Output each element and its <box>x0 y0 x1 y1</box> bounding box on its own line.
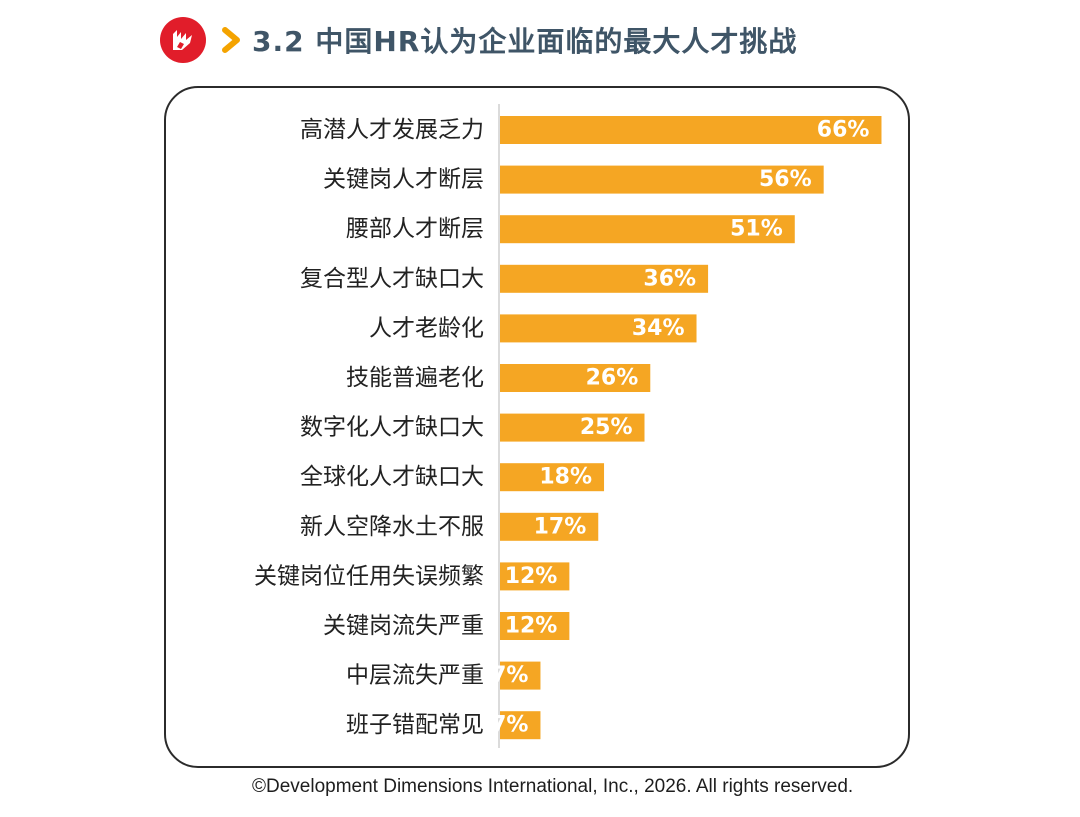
data-label: 66% <box>817 118 870 143</box>
chevron-right-icon <box>222 27 240 53</box>
category-label: 数字化人才缺口大 <box>300 415 484 441</box>
data-label: 25% <box>580 415 633 440</box>
bar <box>500 413 645 442</box>
bar <box>500 463 605 492</box>
category-label: 技能普遍老化 <box>346 365 484 391</box>
category-label: 关键岗位任用失误频繁 <box>254 563 484 589</box>
category-label: 复合型人才缺口大 <box>300 266 484 292</box>
bar <box>500 215 795 244</box>
bar <box>500 264 709 293</box>
category-label: 全球化人才缺口大 <box>300 464 484 490</box>
category-label: 新人空降水土不服 <box>300 514 484 540</box>
copyright-text: ©Development Dimensions International, I… <box>252 776 854 797</box>
data-label: 18% <box>539 465 592 490</box>
bar <box>500 116 882 144</box>
category-label: 班子错配常见 <box>346 712 484 738</box>
data-label: 17% <box>534 514 587 539</box>
category-label: 腰部人才断层 <box>346 216 484 242</box>
data-label: 12% <box>505 564 558 589</box>
category-label: 高潜人才发展乏力 <box>300 117 484 143</box>
data-label: 7% <box>491 663 528 688</box>
chart-title: 3.2 中国HR认为企业面临的最大人才挑战 <box>252 25 798 58</box>
data-label: 12% <box>505 614 558 639</box>
data-label: 7% <box>491 713 528 738</box>
data-label: 26% <box>586 366 639 391</box>
chart-card <box>164 86 910 768</box>
data-label: 56% <box>759 167 812 192</box>
data-label: 36% <box>643 266 696 291</box>
bar <box>500 512 599 541</box>
data-label: 51% <box>730 217 783 242</box>
bar <box>500 314 697 343</box>
chart-header: 3.2 中国HR认为企业面临的最大人才挑战 <box>160 16 797 64</box>
category-label: 人才老龄化 <box>369 315 484 341</box>
bar <box>500 612 570 640</box>
bar <box>500 711 541 740</box>
bar <box>500 661 541 690</box>
ddi-logo-icon <box>160 17 206 63</box>
bar <box>500 165 824 194</box>
data-label: 34% <box>632 316 685 341</box>
bar <box>500 364 651 392</box>
category-label: 关键岗人才断层 <box>323 167 484 193</box>
category-label: 关键岗流失严重 <box>323 613 484 639</box>
bar <box>500 562 570 591</box>
category-label: 中层流失严重 <box>346 663 484 689</box>
